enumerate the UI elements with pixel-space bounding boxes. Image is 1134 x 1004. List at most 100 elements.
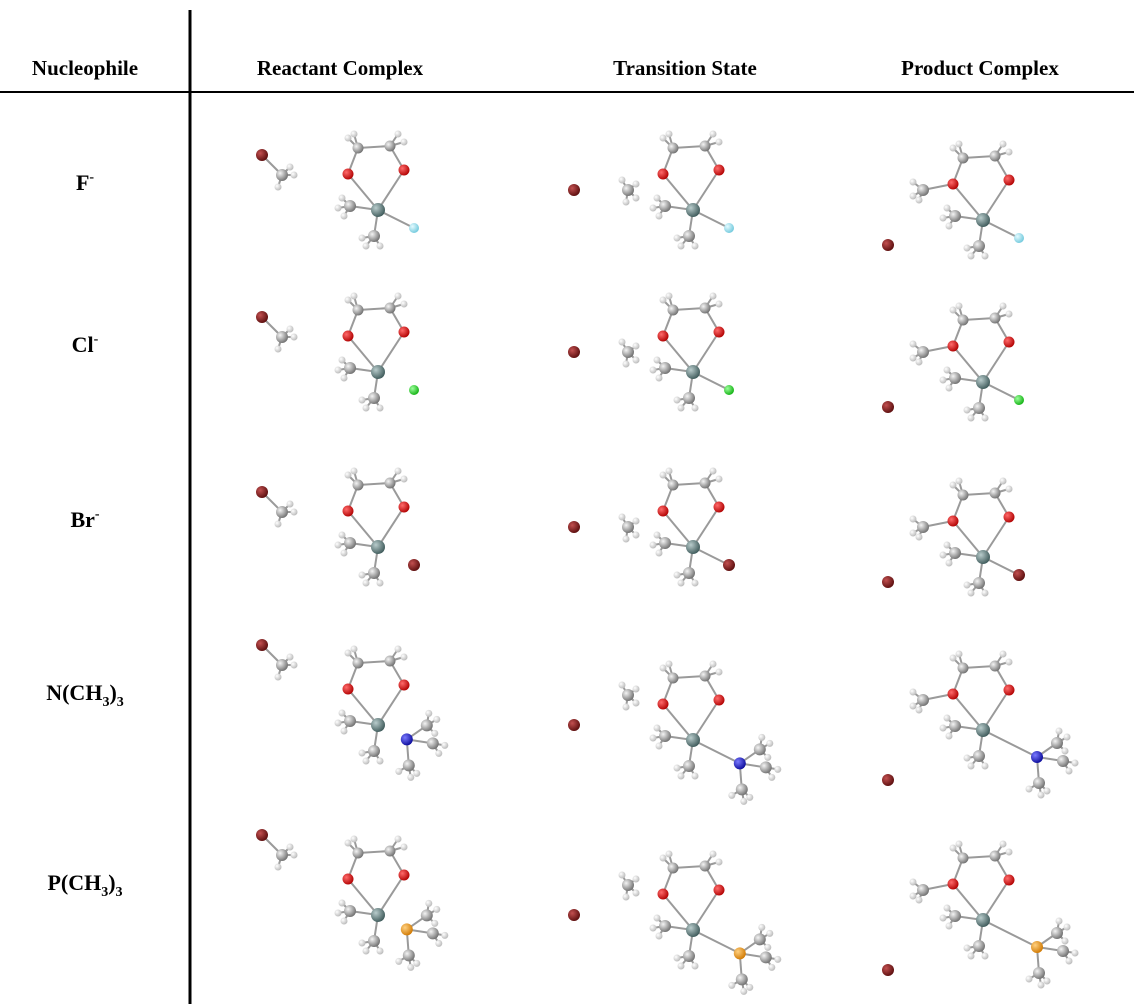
atom [976, 550, 990, 564]
atom [710, 293, 717, 300]
atom [359, 572, 366, 579]
atom [678, 243, 685, 250]
atom [276, 169, 288, 181]
atom [700, 141, 711, 152]
atom [678, 405, 685, 412]
atom [427, 737, 439, 749]
atom [968, 953, 975, 960]
atom [363, 405, 370, 412]
atom [940, 552, 947, 559]
atom [623, 894, 630, 901]
header-cell: Nucleophile [32, 56, 138, 80]
bond [693, 332, 719, 372]
atom [916, 897, 923, 904]
atom [256, 829, 268, 841]
atom [344, 537, 356, 549]
atom [736, 973, 748, 985]
atom [339, 195, 346, 202]
atom [351, 836, 358, 843]
atom [754, 933, 766, 945]
atom [674, 765, 681, 772]
atom [650, 925, 657, 932]
atom [766, 740, 773, 747]
atom [656, 743, 663, 750]
atom [734, 757, 746, 769]
bond [378, 170, 404, 210]
atom [692, 243, 699, 250]
atom [1004, 875, 1015, 886]
atom [940, 215, 947, 222]
atom [678, 580, 685, 587]
atom [1000, 141, 1007, 148]
atom [407, 964, 414, 971]
atom [686, 365, 700, 379]
atom [395, 131, 402, 138]
atom [654, 357, 661, 364]
atom [990, 313, 1001, 324]
atom [431, 920, 438, 927]
atom [724, 385, 734, 395]
atom [946, 385, 953, 392]
atom [1031, 941, 1043, 953]
atom [1014, 233, 1024, 243]
nucleophile-label: Br- [70, 507, 99, 532]
atom [353, 848, 364, 859]
atom [940, 377, 947, 384]
atom [399, 680, 410, 691]
atom [377, 948, 384, 955]
atom [683, 950, 695, 962]
atom [1038, 982, 1045, 989]
atom [948, 341, 959, 352]
atom [973, 240, 985, 252]
atom [668, 480, 679, 491]
atom [409, 385, 419, 395]
atom [435, 940, 442, 947]
atom [760, 761, 772, 773]
atom [973, 402, 985, 414]
atom [746, 794, 753, 801]
atom [944, 715, 951, 722]
atom [341, 375, 348, 382]
atom [1051, 737, 1063, 749]
atom [1057, 945, 1069, 957]
atom [964, 755, 971, 762]
atom [678, 773, 685, 780]
atom [377, 580, 384, 587]
atom [668, 305, 679, 316]
atom [910, 703, 917, 710]
atom [395, 293, 402, 300]
atom [385, 656, 396, 667]
atom [728, 792, 735, 799]
atom [724, 223, 734, 233]
label-part: - [89, 170, 94, 185]
atom [714, 165, 725, 176]
atom [335, 720, 342, 727]
atom [345, 297, 352, 304]
atom [275, 674, 282, 681]
atom [633, 195, 640, 202]
atom [622, 346, 634, 358]
atom [622, 689, 634, 701]
atom [723, 559, 735, 571]
atom [686, 540, 700, 554]
atom [368, 392, 380, 404]
atom [1026, 976, 1033, 983]
atom [660, 855, 667, 862]
atom [421, 719, 433, 731]
atom [633, 181, 640, 188]
atom [1062, 748, 1069, 755]
atom [623, 536, 630, 543]
atom [395, 768, 402, 775]
atom [746, 984, 753, 991]
atom [976, 723, 990, 737]
atom [568, 346, 580, 358]
page: Nucleophile Reactant Complex Transition … [0, 0, 1134, 1004]
atom [403, 949, 415, 961]
atom [917, 884, 929, 896]
atom [363, 243, 370, 250]
atom [968, 415, 975, 422]
atom [619, 872, 626, 879]
atom [1004, 337, 1015, 348]
structures [256, 131, 1079, 995]
atom [335, 367, 342, 374]
